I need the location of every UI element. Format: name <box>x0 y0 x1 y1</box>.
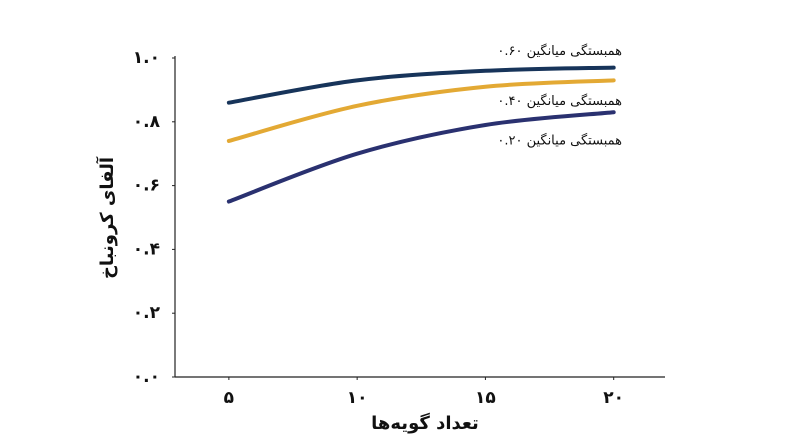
series-label: همبستگی میانگین ۰.۴۰ <box>497 93 622 109</box>
x-tick-label: ۱۵ <box>475 388 496 408</box>
line <box>226 78 616 143</box>
line <box>226 110 616 204</box>
y-tick-label: ۰.۸ <box>133 112 161 132</box>
x-tick-label: ۲۰ <box>603 388 624 408</box>
x-tick-label: ۱۰ <box>347 388 368 408</box>
y-tick-label: ۰.۰ <box>133 367 160 387</box>
series-label: همبستگی میانگین ۰.۲۰ <box>497 133 622 149</box>
x-tick-label: ۵ <box>224 388 234 408</box>
y-tick-label: ۰.۶ <box>133 176 160 196</box>
line <box>226 65 616 105</box>
y-tick-label: ۰.۲ <box>133 303 161 323</box>
y-axis-title: آلفای کرونباخ <box>95 156 118 279</box>
y-tick-label: ۱.۰ <box>133 48 160 68</box>
series-label: همبستگی میانگین ۰.۶۰ <box>497 43 622 59</box>
x-axis-title: تعداد گویه‌ها <box>371 412 479 434</box>
y-tick-label: ۰.۴ <box>133 239 160 259</box>
